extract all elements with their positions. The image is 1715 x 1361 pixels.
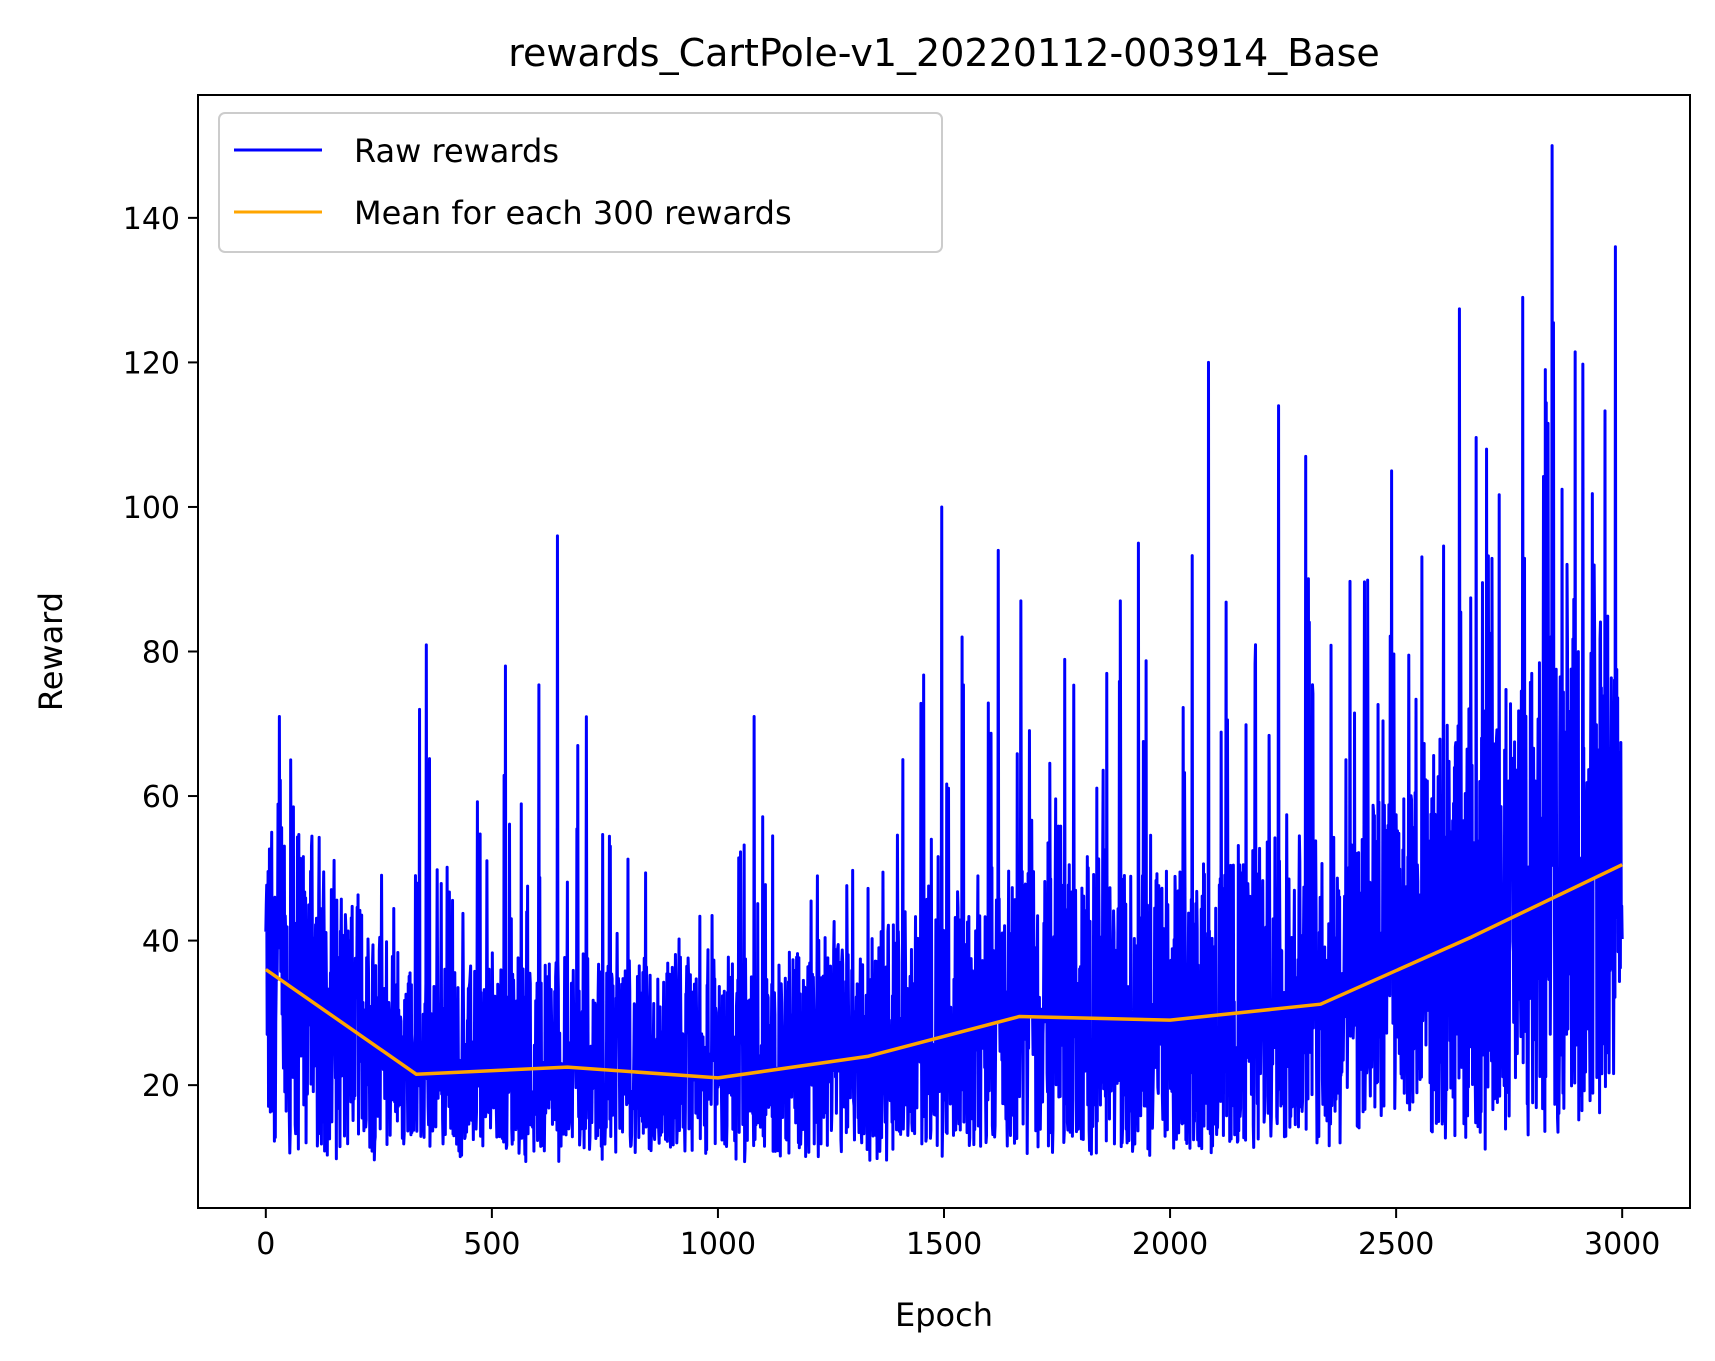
y-axis-label: Reward: [32, 592, 70, 711]
x-axis: 0 500 1000 1500 2000 2500 3000: [256, 1208, 1660, 1262]
y-tick-label: 40: [142, 925, 180, 960]
y-axis: 20 40 60 80 100 120 140: [123, 202, 198, 1104]
series-layer: [264, 144, 1624, 1164]
x-tick-label: 2000: [1132, 1227, 1208, 1262]
chart-title: rewards_CartPole-v1_20220112-003914_Base: [508, 31, 1380, 75]
y-tick-label: 140: [123, 202, 180, 237]
legend-box: [218, 112, 943, 253]
x-axis-label: Epoch: [895, 1296, 993, 1334]
x-tick-label: 0: [256, 1227, 275, 1262]
x-tick-label: 500: [463, 1227, 520, 1262]
legend: Raw rewards Mean for each 300 rewards: [218, 112, 943, 253]
y-tick-label: 100: [123, 491, 180, 526]
y-tick-label: 20: [142, 1069, 180, 1104]
x-tick-label: 1500: [906, 1227, 982, 1262]
x-tick-label: 1000: [680, 1227, 756, 1262]
series-mean-line: [264, 863, 1623, 1080]
legend-label-mean: Mean for each 300 rewards: [354, 194, 792, 232]
y-tick-label: 60: [142, 780, 180, 815]
legend-label-raw-rewards: Raw rewards: [354, 132, 559, 170]
y-tick-label: 80: [142, 636, 180, 671]
series-raw-rewards-line: [264, 144, 1624, 1164]
x-tick-label: 3000: [1584, 1227, 1660, 1262]
y-tick-label: 120: [123, 346, 180, 381]
x-tick-label: 2500: [1358, 1227, 1434, 1262]
